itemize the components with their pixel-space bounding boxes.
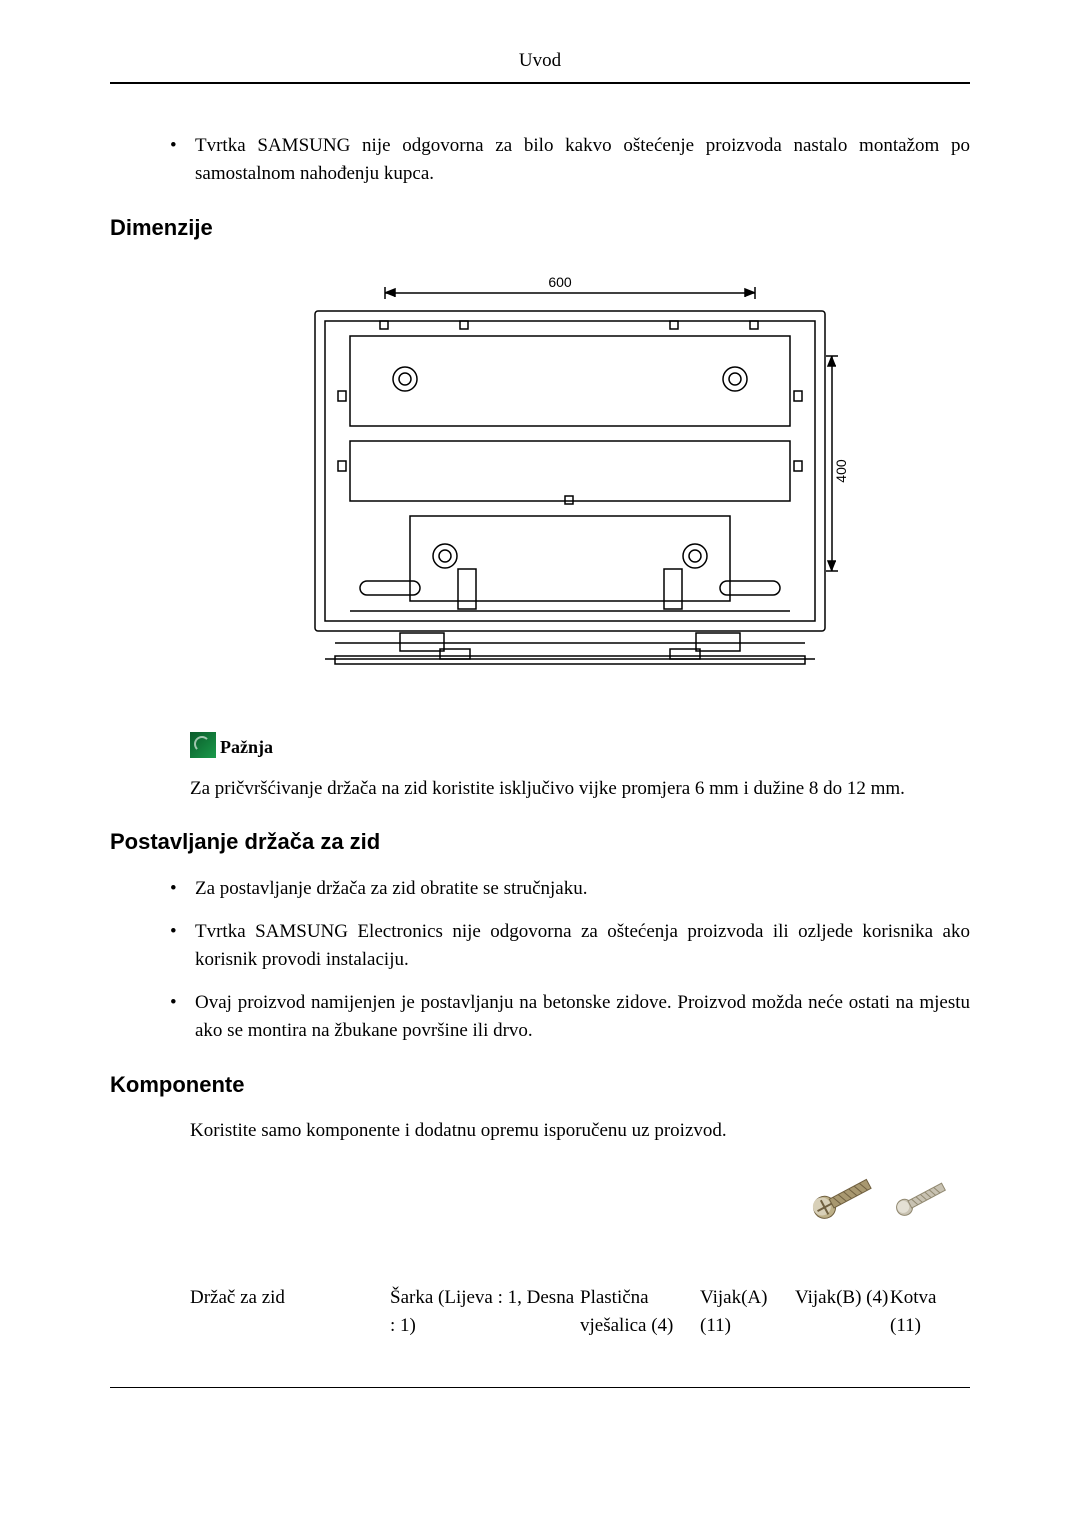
notice-label: Pažnja xyxy=(220,737,273,758)
list-item: Ovaj proizvod namijenjen je postavljanju… xyxy=(195,989,970,1044)
section-title-components: Komponente xyxy=(110,1072,970,1098)
table-col-2: Šarka (Lijeva : 1, Desna : 1) xyxy=(390,1284,580,1339)
dim-height-label: 400 xyxy=(833,459,849,483)
notice-text: Za pričvršćivanje držača na zid koristit… xyxy=(190,776,970,803)
list-item: Tvrtka SAMSUNG nije odgovorna za bilo ka… xyxy=(195,132,970,187)
page-content: Tvrtka SAMSUNG nije odgovorna za bilo ka… xyxy=(110,132,970,1388)
table-col-3: Plastična vješalica (4) xyxy=(580,1284,700,1339)
dimensions-diagram-wrap: 600 400 xyxy=(110,261,970,696)
section-title-dimensions: Dimenzije xyxy=(110,215,970,241)
table-col-1: Držač za zid xyxy=(190,1284,390,1339)
table-col-5: Vijak(B) (4) xyxy=(795,1284,890,1339)
notice-row: Pažnja xyxy=(190,732,970,758)
section-title-mounting: Postavljanje držača za zid xyxy=(110,829,970,855)
list-item: Za postavljanje držača za zid obratite s… xyxy=(195,875,970,903)
notice-icon xyxy=(190,732,216,758)
dim-width-label: 600 xyxy=(548,274,572,290)
dimensions-diagram: 600 400 xyxy=(260,261,880,696)
list-item: Tvrtka SAMSUNG Electronics nije odgovorn… xyxy=(195,918,970,973)
components-intro: Koristite samo komponente i dodatnu opre… xyxy=(190,1118,970,1145)
footer-rule xyxy=(110,1387,970,1388)
components-table: Držač za zid Šarka (Lijeva : 1, Desna : … xyxy=(110,1284,970,1339)
components-figure xyxy=(110,1175,970,1224)
screw-b-icon xyxy=(888,1177,960,1222)
screw-a-icon xyxy=(804,1175,884,1224)
table-col-4: Vijak(A) (11) xyxy=(700,1284,795,1339)
table-col-6: Kotva (11) xyxy=(890,1284,960,1339)
mounting-bullet-list: Za postavljanje držača za zid obratite s… xyxy=(110,875,970,1045)
header-title: Uvod xyxy=(519,50,561,71)
intro-bullet-list: Tvrtka SAMSUNG nije odgovorna za bilo ka… xyxy=(110,132,970,187)
page-header: Uvod xyxy=(110,50,970,84)
